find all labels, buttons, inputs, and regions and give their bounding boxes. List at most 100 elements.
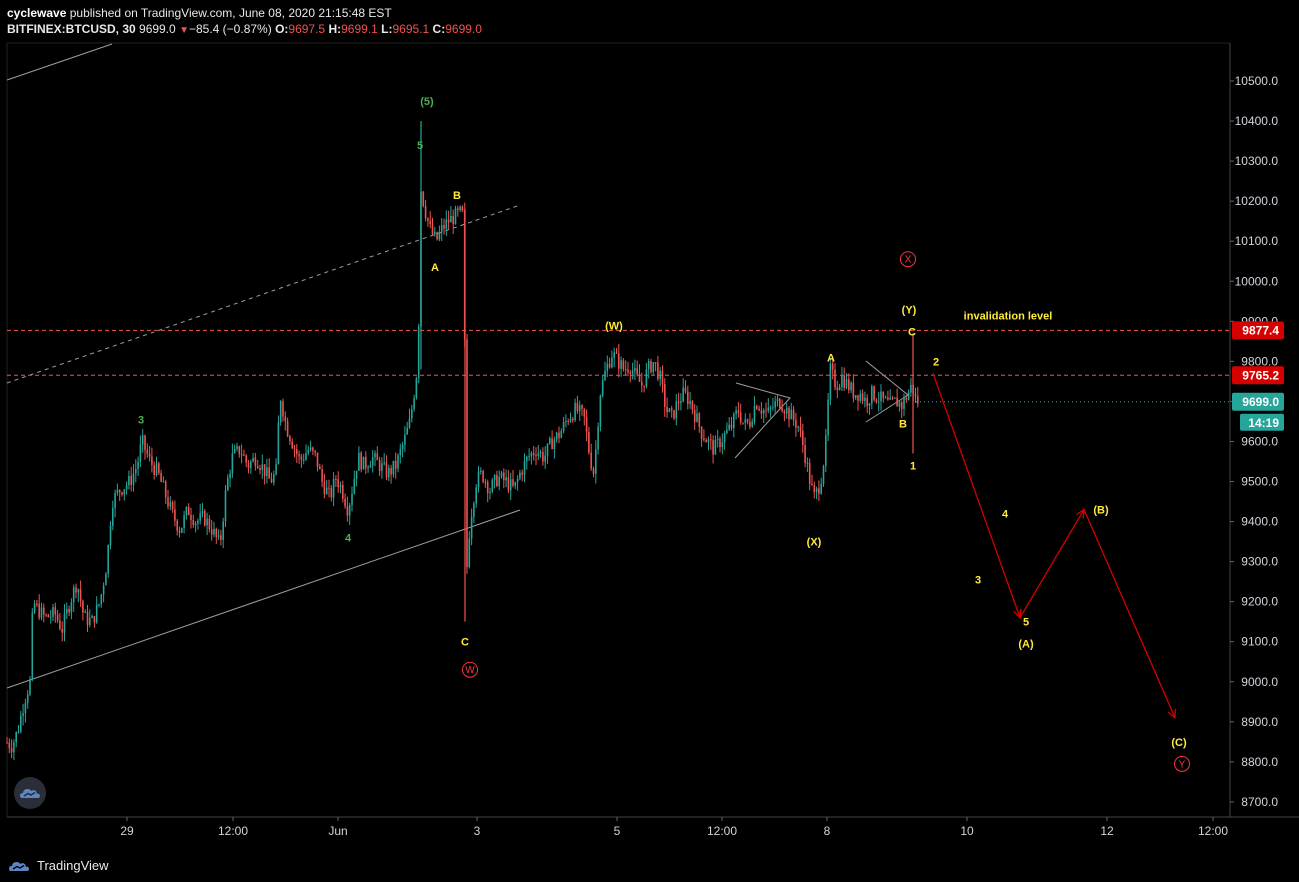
candle-body: [187, 507, 190, 516]
candle-body: [484, 481, 487, 483]
open-value: 9697.5: [288, 22, 326, 36]
candle-body: [171, 502, 174, 510]
candle-body: [551, 438, 553, 450]
time-tick-label: 12:00: [1198, 824, 1228, 838]
candle-body: [758, 408, 760, 411]
candle-body: [197, 520, 199, 524]
candle-body: [17, 731, 20, 733]
candle-body: [618, 353, 620, 369]
candle-body: [482, 470, 484, 482]
candle-body: [123, 489, 126, 495]
candle-body: [884, 397, 887, 399]
candle-body: [314, 450, 316, 453]
candle-body: [137, 461, 139, 469]
candle-body: [542, 452, 544, 462]
candle-body: [353, 478, 356, 494]
candle-body: [443, 225, 445, 229]
high-value: 9699.1: [341, 22, 378, 36]
candle-body: [673, 410, 675, 419]
candle-body: [337, 479, 339, 488]
candle-body: [854, 395, 857, 399]
candle-body: [781, 408, 783, 412]
candle-body: [871, 386, 873, 404]
candle-body: [562, 421, 565, 432]
candle-body: [898, 402, 901, 407]
candle-body: [684, 387, 687, 392]
tradingview-badge-icon[interactable]: [14, 777, 46, 809]
candle-body: [105, 573, 107, 586]
candle-body: [592, 468, 595, 474]
candle-body: [703, 438, 705, 441]
candle-body: [252, 457, 254, 462]
candle-body: [365, 456, 367, 469]
candle-body: [553, 439, 556, 450]
candle-body: [710, 439, 712, 441]
circled-wave-label: W: [465, 665, 475, 676]
candle-body: [59, 620, 61, 630]
candle-body: [72, 587, 75, 603]
tradingview-brand[interactable]: TradingView: [8, 855, 109, 875]
candle-body: [100, 594, 103, 605]
candle-body: [507, 477, 510, 491]
candle-body: [227, 478, 229, 491]
candle-body: [20, 715, 22, 732]
candle-body: [613, 352, 615, 358]
price-chart[interactable]: 10500.0 10400.0 10300.0 10200.0 10100.0 10000…: [0, 0, 1299, 848]
candle-body: [730, 424, 733, 428]
candle-body: [654, 362, 657, 364]
candle-body: [804, 444, 806, 464]
candle-body: [229, 473, 231, 479]
author-name[interactable]: cyclewave: [7, 6, 67, 20]
candle-body: [712, 440, 714, 455]
candle-body: [342, 485, 344, 499]
candle-body: [615, 352, 618, 354]
candle-body: [413, 398, 415, 410]
time-tick-label: 8: [824, 824, 831, 838]
candle-body: [217, 535, 220, 537]
candle-body: [146, 449, 149, 454]
candle-body: [638, 374, 641, 382]
candle-body: [526, 456, 528, 462]
price-tick-label: 10400.0: [1235, 114, 1279, 128]
candle-body: [392, 460, 395, 475]
candle-body: [289, 436, 291, 442]
candle-body: [128, 475, 130, 486]
candle-body: [66, 608, 68, 614]
candle-body: [424, 205, 427, 219]
price-tick-label: 10000.0: [1235, 274, 1279, 288]
candle-body: [795, 419, 797, 428]
candle-body: [857, 395, 859, 401]
candle-body: [89, 618, 91, 625]
candle-body: [765, 410, 767, 412]
candle-body: [716, 438, 719, 440]
wave-label: 5: [1023, 617, 1029, 629]
candle-body: [509, 479, 512, 491]
wave-label: A: [431, 262, 439, 274]
candle-body: [530, 453, 533, 457]
candle-body: [647, 361, 650, 370]
candle-body: [194, 523, 197, 526]
time-tick-label: 12:00: [707, 824, 737, 838]
candle-body: [404, 434, 406, 445]
candle-body: [427, 218, 429, 221]
current-price-tag: [1232, 392, 1284, 411]
candle-body: [114, 493, 116, 509]
candle-body: [144, 435, 146, 450]
high-label: H:: [328, 22, 342, 36]
candle-body: [169, 502, 172, 507]
candle-body: [629, 372, 632, 374]
candle-body: [160, 472, 162, 482]
candle-body: [896, 397, 898, 407]
symbol-label[interactable]: BITFINEX:BTCUSD, 30: [7, 22, 136, 36]
candle-body: [779, 398, 781, 409]
candle-body: [268, 467, 270, 479]
candle-body: [29, 678, 31, 695]
wave-label: (5): [420, 96, 434, 108]
candle-body: [498, 476, 500, 487]
candle-body: [91, 616, 93, 619]
candle-body: [528, 456, 530, 458]
candle-body: [98, 604, 100, 606]
candle-body: [707, 439, 710, 443]
candle-body: [459, 206, 461, 211]
candle-body: [599, 395, 602, 427]
